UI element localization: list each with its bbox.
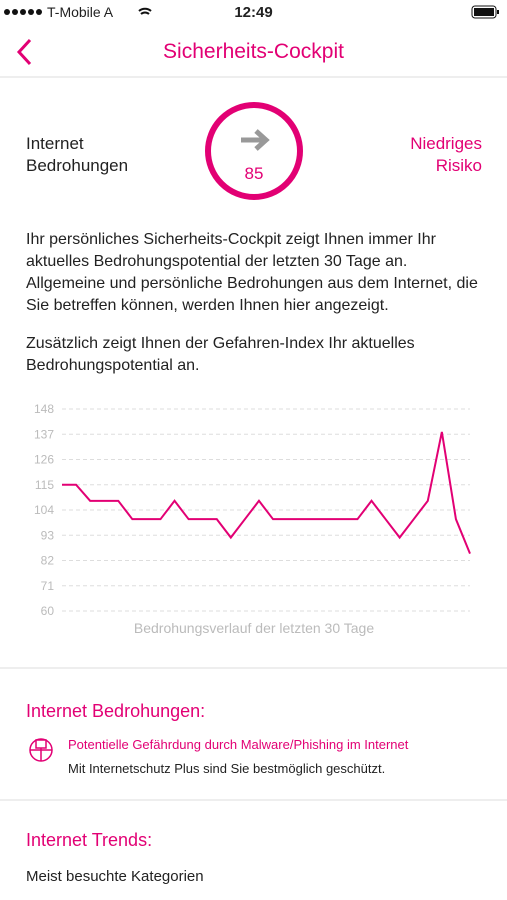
summary-label: Internet Bedrohungen xyxy=(26,133,128,177)
risk-line: Niedriges xyxy=(410,134,482,153)
intro-1: Ihr persönliches Sicherheits-Cockpit zei… xyxy=(26,231,478,314)
y-tick-label: 115 xyxy=(35,478,54,492)
y-tick-label: 137 xyxy=(34,427,54,441)
y-tick-label: 104 xyxy=(34,503,54,517)
intro-2: Zusätzlich zeigt Ihnen der Gefahren-Inde… xyxy=(26,335,415,374)
label-line: Internet xyxy=(26,134,84,153)
threat-line xyxy=(62,431,471,554)
risk-line: Risiko xyxy=(435,156,482,175)
y-tick-label: 126 xyxy=(34,453,54,467)
time: 12:49 xyxy=(234,4,273,21)
y-tick-label: 148 xyxy=(34,402,54,416)
y-tick-label: 71 xyxy=(41,579,55,593)
y-tick-label: 93 xyxy=(41,528,55,542)
page-title: Sicherheits-Cockpit xyxy=(163,40,344,63)
label-line: Bedrohungen xyxy=(26,156,129,175)
x-axis-label: Bedrohungsverlauf der letzten 30 Tage xyxy=(134,620,374,636)
back-button[interactable] xyxy=(16,38,32,66)
carrier: T-Mobile A xyxy=(47,4,114,20)
threat-item-title[interactable]: Potentielle Gefährdung durch Malware/Phi… xyxy=(68,737,409,752)
index-ring xyxy=(205,102,303,200)
risk: Niedriges Risiko xyxy=(410,133,482,177)
chart: 60 71 82 93 104 115 126 137 148 Bedrohungsverlauf… xyxy=(34,402,471,636)
trends-subtitle: Meist besuchte Kategorien xyxy=(26,868,204,885)
trends-title: Internet Trends: xyxy=(26,830,153,850)
y-tick-label: 82 xyxy=(41,554,55,568)
threat-item-text: Mit Internetschutz Plus sind Sie bestmög… xyxy=(68,761,386,776)
index-value: 85 xyxy=(244,164,264,183)
threats-title: Internet Bedrohungen: xyxy=(26,701,206,721)
y-tick-label: 60 xyxy=(41,604,55,618)
